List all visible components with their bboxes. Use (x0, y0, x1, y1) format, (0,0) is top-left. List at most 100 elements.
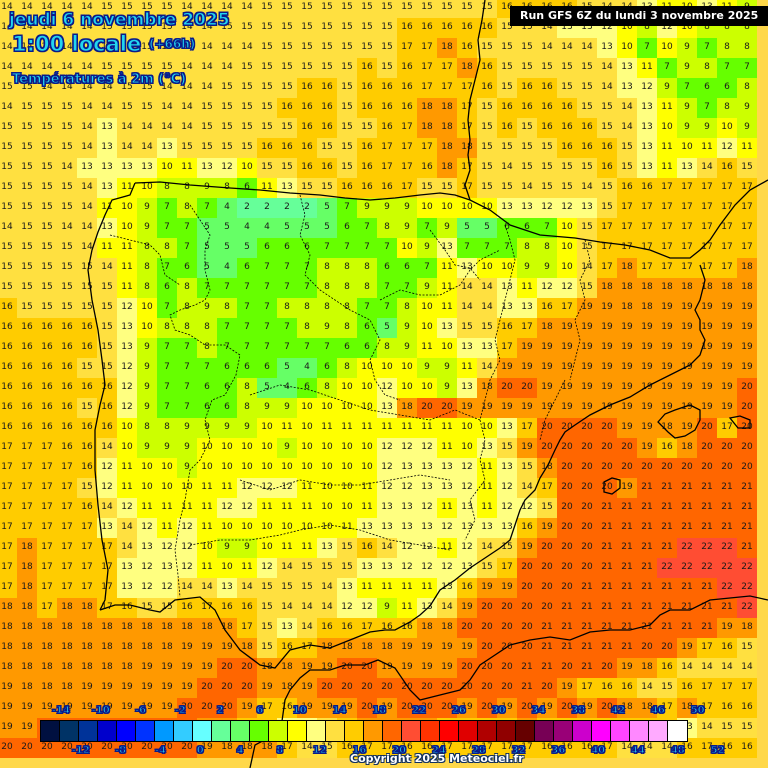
grid-value: 8 (544, 242, 550, 252)
legend-swatch (307, 721, 326, 741)
grid-value: 21 (601, 582, 613, 592)
grid-value: 7 (364, 302, 370, 312)
grid-value: 12 (121, 402, 133, 412)
grid-cell (257, 98, 277, 118)
grid-cell (557, 158, 577, 178)
grid-value: 18 (21, 622, 33, 632)
grid-value: 20 (661, 462, 673, 472)
grid-value: 17 (441, 62, 453, 72)
grid-value: 17 (381, 162, 393, 172)
grid-value: 16 (541, 102, 553, 112)
grid-cell (377, 58, 397, 78)
grid-value: 16 (521, 522, 533, 532)
grid-value: 18 (81, 642, 93, 652)
grid-value: 16 (101, 422, 113, 432)
grid-cell (537, 118, 557, 138)
grid-value: 15 (1, 242, 13, 252)
grid-value: 7 (204, 282, 210, 292)
grid-value: 2 (244, 202, 250, 212)
grid-value: 18 (741, 622, 753, 632)
grid-cell (217, 158, 237, 178)
grid-value: 15 (281, 82, 293, 92)
grid-value: 13 (381, 522, 393, 532)
grid-value: 15 (61, 182, 73, 192)
grid-cell (97, 118, 117, 138)
grid-value: 16 (61, 342, 73, 352)
grid-value: 18 (141, 642, 153, 652)
legend-swatch (212, 721, 231, 741)
grid-value: 15 (61, 282, 73, 292)
grid-value: 15 (561, 182, 573, 192)
grid-value: 7 (184, 382, 190, 392)
grid-value: 19 (261, 682, 273, 692)
grid-value: 15 (281, 42, 293, 52)
grid-value: 21 (641, 582, 653, 592)
grid-value: 10 (241, 442, 253, 452)
grid-value: 19 (161, 682, 173, 692)
grid-value: 10 (181, 482, 193, 492)
grid-value: 8 (724, 102, 730, 112)
grid-value: 17 (681, 222, 693, 232)
grid-value: 15 (101, 302, 113, 312)
grid-value: 15 (301, 182, 313, 192)
grid-value: 11 (381, 422, 393, 432)
grid-value: 9 (284, 442, 290, 452)
grid-value: 11 (521, 282, 533, 292)
grid-value: 2 (284, 202, 290, 212)
legend-swatch (611, 721, 630, 741)
grid-value: 5 (204, 242, 210, 252)
grid-cell (437, 158, 457, 178)
grid-value: 17 (401, 162, 413, 172)
grid-value: 14 (141, 122, 153, 132)
grid-value: 15 (301, 62, 313, 72)
grid-value: 15 (241, 22, 253, 32)
grid-value: 19 (461, 642, 473, 652)
grid-cell (17, 318, 37, 338)
grid-value: 19 (721, 302, 733, 312)
grid-value: 15 (481, 2, 493, 12)
grid-value: 8 (344, 322, 350, 332)
grid-value: 16 (41, 322, 53, 332)
grid-value: 21 (521, 662, 533, 672)
grid-value: 21 (701, 622, 713, 632)
grid-value: 8 (344, 262, 350, 272)
grid-cell (297, 58, 317, 78)
grid-value: 13 (481, 522, 493, 532)
grid-value: 15 (301, 2, 313, 12)
grid-value: 21 (641, 602, 653, 612)
grid-value: 20 (701, 422, 713, 432)
grid-cell (177, 58, 197, 78)
grid-cell (277, 138, 297, 158)
grid-value: 9 (164, 442, 170, 452)
legend-label-top: -14 (51, 705, 70, 717)
grid-value: 18 (661, 282, 673, 292)
grid-cell (637, 118, 657, 138)
grid-value: 19 (601, 362, 613, 372)
legend-label-top: 30 (491, 705, 506, 717)
grid-value: 14 (501, 162, 513, 172)
grid-value: 12 (421, 562, 433, 572)
grid-value: 17 (681, 182, 693, 192)
grid-value: 19 (321, 662, 333, 672)
grid-value: 16 (381, 82, 393, 92)
grid-value: 18 (1, 602, 13, 612)
grid-value: 19 (181, 682, 193, 692)
grid-value: 6 (304, 382, 310, 392)
grid-value: 8 (164, 242, 170, 252)
grid-value: 15 (481, 142, 493, 152)
grid-cell (57, 78, 77, 98)
grid-value: 10 (261, 442, 273, 452)
grid-value: 15 (1, 202, 13, 212)
variable-label: Températures à 2m (°C) (11, 72, 187, 88)
grid-value: 10 (321, 522, 333, 532)
grid-value: 8 (324, 282, 330, 292)
grid-cell (117, 118, 137, 138)
grid-value: 10 (421, 382, 433, 392)
grid-cell (17, 338, 37, 358)
grid-value: 16 (61, 402, 73, 412)
grid-cell (137, 0, 157, 18)
grid-value: 6 (364, 342, 370, 352)
grid-value: 21 (601, 502, 613, 512)
grid-cell (197, 0, 217, 18)
grid-value: 11 (661, 162, 673, 172)
